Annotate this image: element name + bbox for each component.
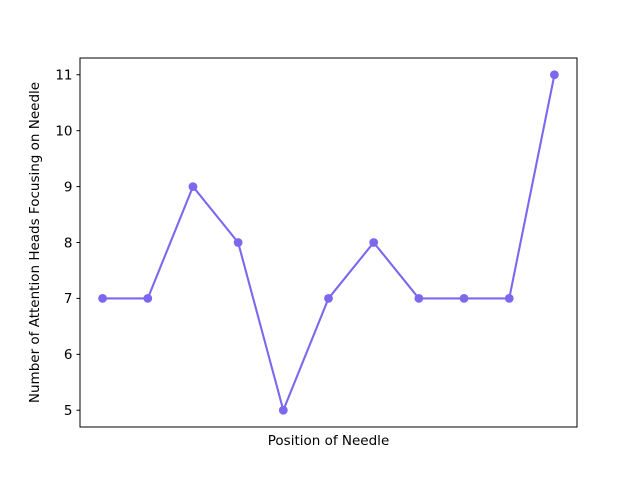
data-point-marker [278, 405, 288, 415]
data-series [98, 70, 559, 415]
data-point-marker [550, 70, 559, 80]
y-tick-label: 6 [64, 347, 73, 363]
data-point-marker [143, 294, 153, 303]
x-axis-label: Position of Needle [268, 433, 390, 449]
y-tick-label: 5 [64, 403, 73, 419]
data-point-marker [188, 182, 198, 191]
data-point-marker [324, 294, 333, 303]
y-tick-label: 7 [64, 291, 73, 307]
y-tick-label: 11 [55, 68, 72, 84]
y-axis-ticks: 5 6 7 8 9 10 11 [55, 68, 80, 419]
y-tick-label: 8 [64, 235, 73, 251]
data-point-marker [504, 294, 514, 303]
data-point-marker [459, 294, 469, 303]
data-point-marker [98, 294, 107, 303]
data-point-marker [233, 238, 243, 247]
data-point-marker [414, 294, 424, 303]
y-tick-label: 9 [64, 179, 73, 195]
plot-area [80, 58, 577, 427]
y-tick-label: 10 [55, 123, 72, 139]
data-point-marker [369, 238, 379, 247]
y-axis-label: Number of Attention Heads Focusing on Ne… [27, 82, 43, 403]
plot-border [79, 57, 578, 428]
